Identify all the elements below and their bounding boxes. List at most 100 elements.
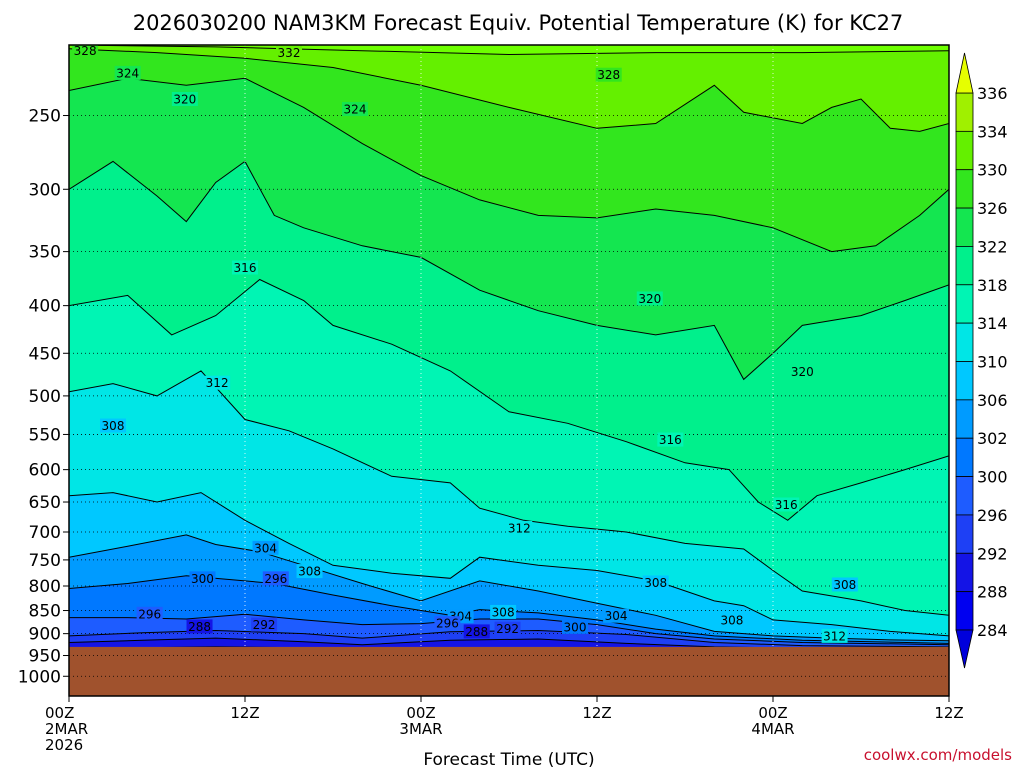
contour-332	[69, 45, 949, 56]
contour-label-bg	[232, 260, 258, 275]
y-tick-label: 750	[29, 551, 61, 571]
y-tick-label: 450	[29, 344, 61, 364]
y-tick-label: 850	[29, 602, 61, 622]
x-tick-label: 12Z	[582, 704, 611, 722]
contour-316	[69, 278, 949, 521]
contour-label: 324	[116, 66, 139, 80]
colorbar-swatch	[955, 437, 974, 477]
contour-label-bg	[100, 418, 126, 433]
y-tick-label: 400	[29, 297, 61, 317]
colorbar-swatch	[955, 591, 974, 631]
y-tick-label: 800	[29, 577, 61, 597]
colorbar-label: 306	[977, 391, 1008, 410]
contour-label-bg	[506, 520, 533, 535]
colorbar-swatch	[955, 284, 974, 324]
y-tick-label: 1000	[18, 667, 61, 687]
contour-320	[69, 160, 949, 381]
y-tick-label: 950	[29, 647, 61, 667]
contour-label: 300	[564, 620, 587, 634]
contour-label-bg	[636, 291, 663, 306]
contour-label: 328	[597, 68, 620, 82]
ground-surface	[69, 646, 949, 696]
contour-label-bg	[136, 606, 163, 621]
y-tick-label: 550	[29, 425, 61, 445]
colorbar-arrow-bottom	[955, 629, 974, 669]
colorbar-label: 310	[977, 353, 1008, 372]
colorbar-label: 330	[977, 161, 1008, 180]
contour-label-bg	[821, 628, 848, 643]
contour-304	[69, 534, 949, 642]
colorbar-arrow-top	[955, 52, 974, 94]
colorbar-label: 302	[977, 429, 1008, 448]
y-tick-label: 350	[29, 243, 61, 263]
colorbar-label: 326	[977, 199, 1008, 218]
contour-label-bg	[186, 619, 213, 634]
colorbar-label: 288	[977, 583, 1008, 602]
colorbar-label: 296	[977, 506, 1008, 525]
chart-title: 2026030200 NAM3KM Forecast Equiv. Potent…	[133, 11, 904, 35]
colorbar-swatch	[955, 476, 974, 516]
contour-label: 308	[298, 565, 321, 579]
contour-label-bg	[773, 497, 800, 512]
contour-label: 304	[254, 541, 277, 555]
y-axis: 250 300 350 400 450 500 550 600 650 700 750 800 850 9…	[18, 107, 69, 687]
contour-label-bg	[494, 621, 521, 636]
colorbar-label: 336	[977, 84, 1008, 103]
contour-label: 296	[264, 572, 287, 586]
contour-label-bg	[262, 571, 289, 586]
contour-label: 308	[720, 613, 743, 627]
contour-label: 312	[206, 376, 229, 390]
colorbar-label: 314	[977, 314, 1008, 333]
contour-label: 308	[492, 605, 515, 619]
colorbar-label: 300	[977, 468, 1008, 487]
contour-label: 312	[508, 521, 531, 535]
contour-label-bg	[189, 571, 216, 586]
contour-label-bg	[718, 612, 745, 627]
contour-label-bg	[831, 577, 858, 592]
x-tick-label: 00Z	[45, 704, 74, 722]
contour-label-bg	[342, 101, 368, 116]
contour-label: 320	[638, 292, 661, 306]
y-tick-label: 900	[29, 625, 61, 645]
contour-label: 332	[278, 46, 301, 60]
contour-label: 316	[234, 261, 257, 275]
colorbar: 336 334 330 326 322 318 314 310 306 302 300 296 292 2…	[955, 52, 1008, 669]
contour-label-bg	[296, 564, 323, 579]
contour-label: 296	[138, 607, 161, 621]
colorbar-swatch	[955, 92, 974, 132]
y-tick-label: 500	[29, 387, 61, 407]
contour-label-bg	[463, 624, 490, 639]
contour-label: 316	[659, 433, 682, 447]
contour-label: 288	[465, 625, 488, 639]
plot-area: 328 332 324 328 320 324 316 320 320 312 308 316 316 3…	[69, 45, 949, 696]
contour-label: 316	[775, 498, 798, 512]
colorbar-swatch	[955, 552, 974, 593]
x-tick-label: 00Z	[758, 704, 787, 722]
x-axis-title: Forecast Time (UTC)	[423, 750, 594, 768]
colorbar-label: 322	[977, 237, 1008, 256]
contour-label: 300	[191, 572, 214, 586]
contour-label: 320	[173, 93, 196, 107]
contour-label-bg	[251, 617, 278, 632]
contour-label: 308	[102, 419, 125, 433]
contour-label-bg	[204, 375, 231, 390]
y-tick-label: 250	[29, 107, 61, 127]
contour-label-bg	[595, 67, 622, 82]
contour-label: 308	[833, 578, 856, 592]
contour-308	[69, 492, 949, 637]
x-tick-label: 12Z	[230, 704, 259, 722]
colorbar-swatch	[955, 207, 974, 247]
colorbar-swatch	[955, 361, 974, 401]
contour-label-bg	[252, 540, 279, 555]
contour-label: 308	[644, 576, 667, 590]
colorbar-label: 318	[977, 276, 1008, 295]
contour-label-bg	[657, 432, 684, 447]
colorbar-swatch	[955, 246, 974, 286]
contour-label-bg	[789, 364, 816, 379]
colorbar-label: 284	[977, 621, 1008, 640]
contour-label: 324	[344, 102, 367, 116]
contour-labels: 328 332 324 328 320 324 316 320 320 312 308 316 316 3…	[72, 45, 858, 643]
x-tick-label: 4MAR	[751, 720, 794, 738]
